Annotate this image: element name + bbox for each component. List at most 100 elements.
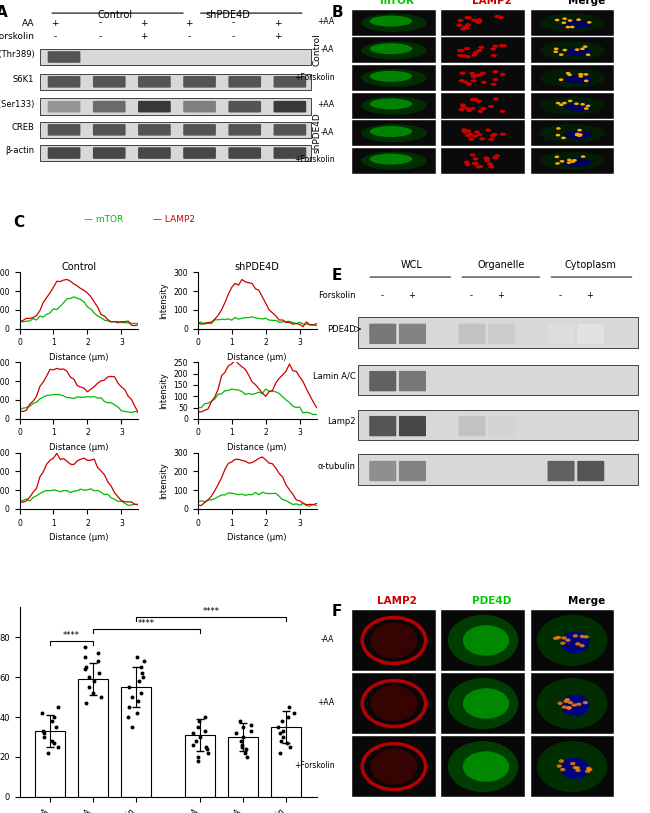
Bar [121, 687, 151, 797]
Ellipse shape [463, 689, 509, 719]
FancyBboxPatch shape [369, 371, 396, 391]
Text: Control: Control [97, 10, 132, 20]
Text: -: - [98, 19, 101, 28]
FancyBboxPatch shape [47, 76, 81, 88]
Circle shape [570, 762, 575, 765]
Point [123, 711, 133, 724]
Bar [530, 673, 614, 733]
Text: Forskolin: Forskolin [318, 292, 356, 301]
Point [187, 738, 198, 751]
Point [53, 701, 64, 714]
FancyBboxPatch shape [358, 410, 638, 441]
Ellipse shape [540, 69, 605, 87]
FancyBboxPatch shape [228, 124, 261, 136]
Circle shape [460, 103, 466, 107]
FancyBboxPatch shape [138, 76, 171, 88]
Circle shape [490, 47, 496, 50]
Text: B: B [332, 5, 343, 20]
Point [192, 750, 203, 763]
Text: — LAMP2: — LAMP2 [153, 215, 195, 224]
Point [49, 737, 59, 750]
Circle shape [584, 73, 588, 76]
Point [134, 675, 144, 688]
Ellipse shape [448, 741, 518, 792]
Bar [441, 65, 525, 91]
Text: +: + [185, 19, 192, 28]
Circle shape [499, 110, 506, 113]
FancyBboxPatch shape [183, 101, 216, 112]
Bar [352, 148, 436, 174]
Circle shape [463, 27, 469, 30]
FancyBboxPatch shape [228, 101, 261, 112]
Bar [530, 120, 614, 146]
Circle shape [558, 78, 564, 81]
Text: +Forskolin: +Forskolin [294, 72, 335, 81]
Circle shape [583, 46, 588, 48]
Ellipse shape [361, 124, 427, 142]
Bar [441, 93, 525, 119]
Point [81, 661, 92, 674]
Ellipse shape [370, 749, 417, 785]
Point [241, 742, 252, 755]
Circle shape [578, 133, 582, 136]
Circle shape [495, 15, 501, 18]
Circle shape [584, 107, 589, 110]
Point [47, 734, 57, 747]
Circle shape [578, 73, 583, 76]
Circle shape [556, 127, 561, 130]
Circle shape [560, 641, 566, 645]
FancyBboxPatch shape [93, 76, 125, 88]
Circle shape [457, 49, 463, 52]
Point [92, 654, 103, 667]
Text: -: - [559, 292, 562, 301]
Circle shape [493, 78, 499, 81]
Circle shape [471, 19, 477, 22]
Circle shape [554, 19, 560, 21]
Circle shape [471, 53, 477, 57]
FancyBboxPatch shape [40, 98, 311, 115]
Point [190, 734, 201, 747]
Point [88, 687, 98, 700]
FancyBboxPatch shape [274, 124, 306, 136]
Circle shape [500, 133, 506, 136]
Circle shape [566, 706, 571, 710]
Bar [441, 611, 525, 671]
Circle shape [575, 133, 580, 137]
Bar [228, 737, 258, 797]
Point [124, 701, 135, 714]
Circle shape [575, 48, 579, 51]
Circle shape [553, 50, 558, 53]
Point [202, 742, 213, 755]
FancyBboxPatch shape [47, 124, 81, 136]
Y-axis label: Intensity: Intensity [159, 372, 168, 409]
Ellipse shape [540, 14, 605, 32]
Circle shape [586, 105, 590, 107]
Circle shape [472, 162, 478, 165]
Circle shape [461, 106, 467, 109]
Text: pCREB (Ser133): pCREB (Ser133) [0, 100, 34, 109]
Text: +: + [140, 19, 148, 28]
Text: -AA: -AA [321, 634, 335, 644]
FancyBboxPatch shape [47, 101, 81, 112]
Circle shape [469, 72, 475, 75]
Point [192, 754, 203, 767]
Circle shape [499, 44, 505, 47]
Circle shape [580, 155, 586, 158]
Point [53, 741, 63, 754]
Point [202, 746, 213, 759]
Point [278, 724, 289, 737]
Text: β-actin: β-actin [5, 146, 34, 155]
Bar [352, 65, 436, 91]
Circle shape [465, 134, 471, 137]
Point [237, 741, 247, 754]
Point [39, 730, 49, 743]
Bar [530, 65, 614, 91]
Circle shape [575, 133, 580, 135]
Circle shape [555, 162, 560, 165]
Text: LAMP2: LAMP2 [377, 596, 417, 606]
FancyBboxPatch shape [458, 416, 486, 437]
Point [276, 734, 287, 747]
Circle shape [560, 767, 566, 772]
Circle shape [461, 128, 467, 132]
Circle shape [458, 108, 464, 111]
